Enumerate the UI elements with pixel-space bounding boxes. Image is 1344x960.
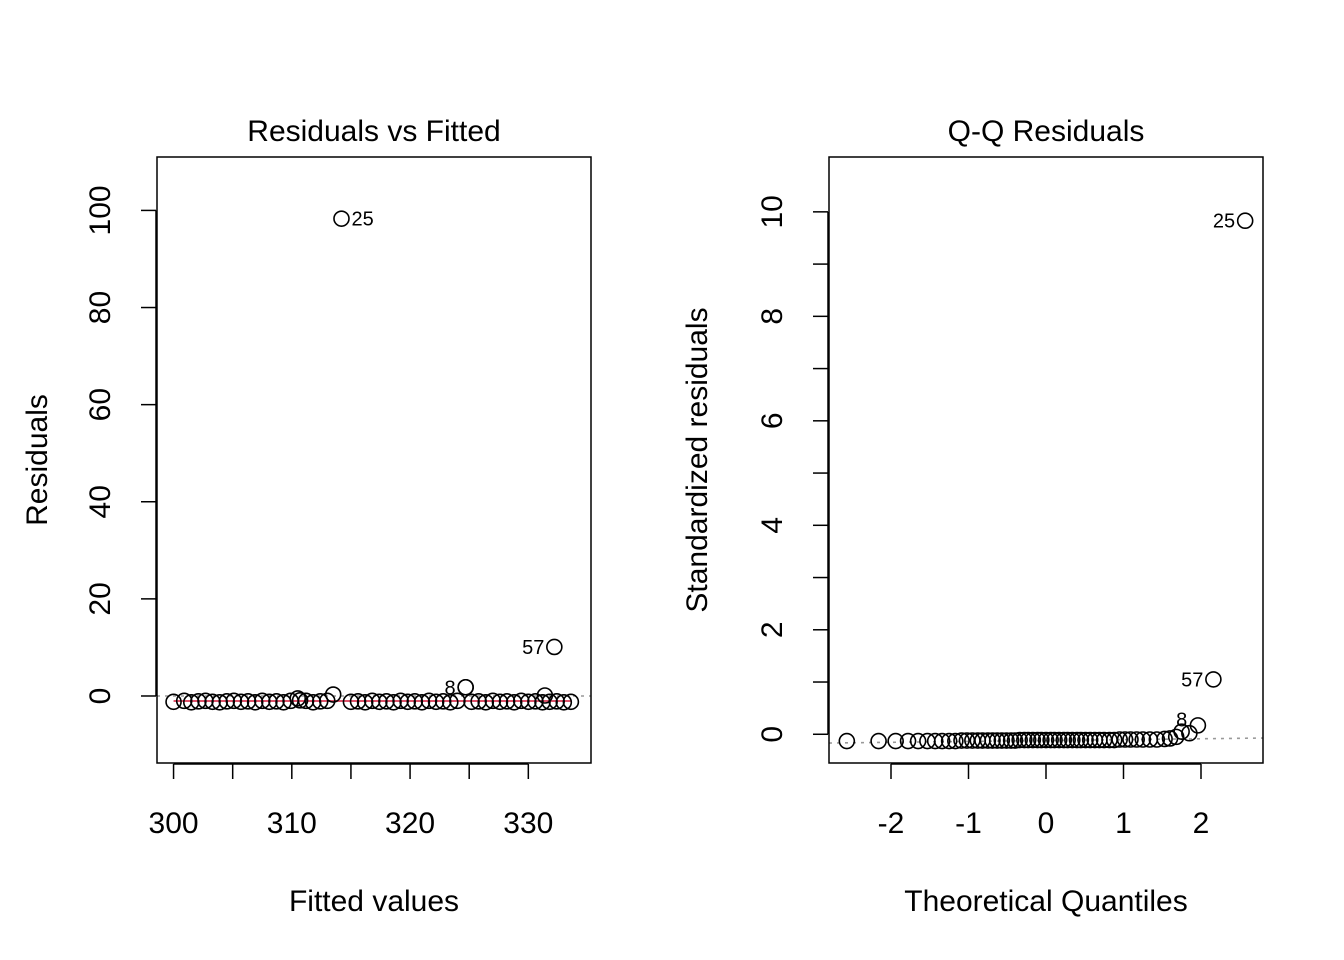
data-point	[318, 692, 336, 710]
y-tick-label: 2	[756, 621, 789, 638]
data-point	[1002, 732, 1020, 749]
data-point	[1024, 731, 1042, 749]
data-point	[311, 693, 329, 710]
data-point	[979, 732, 997, 749]
data-point	[1111, 731, 1128, 748]
data-point	[870, 732, 887, 750]
data-point	[926, 732, 944, 750]
data-point	[1033, 731, 1050, 749]
chart-title: Q-Q Residuals	[948, 115, 1145, 148]
residuals-vs-fitted-panel: Residuals vs Fitted Fitted values Residu…	[21, 115, 592, 918]
point-label: 25	[351, 209, 373, 231]
x-axis-label: Fitted values	[289, 885, 459, 918]
data-point	[1011, 731, 1028, 749]
chart-title: Residuals vs Fitted	[247, 115, 500, 148]
y-tick-label: 60	[84, 388, 117, 421]
data-point	[324, 686, 342, 703]
y-tick-label: 80	[84, 291, 117, 324]
data-point	[933, 732, 951, 750]
data-point	[1016, 731, 1033, 749]
data-point	[562, 693, 580, 711]
x-tick-label: 1	[1115, 807, 1132, 840]
y-tick-label: 6	[756, 412, 789, 429]
points-group	[838, 212, 1254, 750]
data-point	[953, 732, 970, 749]
data-point	[291, 692, 309, 709]
y-tick-label: 0	[84, 688, 117, 705]
data-point	[165, 693, 182, 711]
x-axis-label: Theoretical Quantiles	[904, 885, 1187, 918]
qq-residuals-panel: Q-Q Residuals Theoretical Quantiles Stan…	[681, 115, 1264, 918]
data-point	[289, 690, 307, 707]
data-point	[998, 732, 1015, 749]
data-point	[1173, 723, 1190, 740]
data-point	[899, 732, 917, 750]
plot-frame	[828, 156, 1264, 764]
data-point	[546, 638, 563, 656]
data-point	[993, 732, 1011, 749]
data-point	[333, 210, 350, 227]
points-group	[165, 210, 580, 711]
data-point	[1236, 212, 1254, 230]
reference-line	[828, 737, 1264, 744]
data-point	[940, 732, 958, 750]
data-point	[555, 694, 573, 711]
data-point	[457, 678, 474, 696]
point-label: 25	[1213, 211, 1235, 233]
data-point	[1037, 731, 1055, 749]
x-tick-label: -2	[878, 807, 905, 840]
point-label: 57	[1181, 669, 1203, 691]
data-point	[1019, 731, 1037, 749]
point-label: 8	[1176, 710, 1187, 732]
data-point	[1006, 732, 1024, 749]
x-tick-label: 330	[503, 807, 553, 840]
x-tick-label: -1	[955, 807, 982, 840]
data-point	[441, 694, 459, 711]
y-tick-label: 10	[756, 195, 789, 228]
data-point	[909, 732, 927, 750]
data-point	[1148, 731, 1166, 748]
data-point	[1059, 731, 1076, 749]
data-point	[1189, 717, 1207, 734]
y-axis-label: Residuals	[21, 394, 54, 526]
y-tick-label: 4	[756, 517, 789, 534]
data-point	[1050, 731, 1068, 749]
data-point	[1156, 730, 1173, 748]
point-label: 8	[445, 677, 456, 699]
y-tick-label: 0	[756, 726, 789, 743]
y-tick-label: 20	[84, 582, 117, 615]
data-point	[1064, 731, 1081, 749]
data-point	[1122, 731, 1139, 748]
data-point	[1105, 731, 1123, 749]
y-tick-label: 40	[84, 485, 117, 518]
data-point	[1116, 731, 1134, 748]
x-tick-label: 310	[267, 807, 317, 840]
data-point	[1068, 731, 1086, 749]
data-point	[1042, 731, 1059, 749]
data-point	[1128, 731, 1145, 748]
plot-frame	[156, 156, 592, 764]
y-axis-label: Standardized residuals	[681, 307, 714, 612]
y-tick-label: 8	[756, 308, 789, 325]
data-point	[838, 732, 856, 750]
data-point	[1046, 731, 1063, 749]
data-point	[988, 732, 1006, 749]
data-point	[1134, 731, 1152, 748]
data-point	[887, 732, 904, 750]
data-point	[1077, 731, 1094, 749]
x-tick-label: 2	[1193, 807, 1210, 840]
y-tick-label: 100	[84, 185, 117, 235]
data-point	[1081, 731, 1099, 749]
data-point	[1205, 671, 1222, 688]
point-label: 57	[522, 637, 544, 659]
data-point	[1072, 731, 1090, 749]
data-point	[1029, 731, 1046, 749]
data-point	[1055, 731, 1073, 749]
x-tick-label: 300	[149, 807, 199, 840]
data-point	[984, 732, 1001, 749]
data-point	[947, 732, 964, 750]
x-tick-label: 320	[385, 807, 435, 840]
x-tick-label: 0	[1038, 807, 1055, 840]
